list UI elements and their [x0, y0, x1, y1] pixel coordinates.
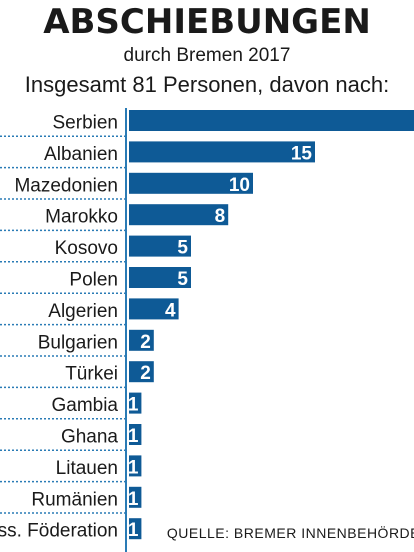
- value-label-albanien: 15: [291, 143, 313, 164]
- bar-litauen: [129, 455, 142, 477]
- value-label-gambia: 1: [128, 395, 139, 416]
- value-label-bulgarien: 2: [140, 332, 151, 353]
- bar-t-rkei: [129, 361, 154, 383]
- value-label-ghana: 1: [128, 426, 139, 447]
- bar-rum-nien: [129, 486, 142, 508]
- chart-intro: Insgesamt 81 Personen, davon nach:: [24, 72, 390, 97]
- bar-russ-f-deration: [129, 518, 142, 540]
- chart-subtitle: durch Bremen 2017: [123, 45, 291, 66]
- value-label-russ-f-deration: 1: [128, 520, 139, 541]
- category-label-t-rkei: Türkei: [65, 364, 118, 385]
- category-label-albanien: Albanien: [44, 144, 118, 165]
- category-label-polen: Polen: [69, 270, 118, 291]
- bar-polen: [129, 267, 191, 288]
- value-label-kosovo: 5: [177, 238, 188, 259]
- bar-ghana: [129, 424, 142, 445]
- value-label-marokko: 8: [215, 206, 226, 227]
- bar-bulgarien: [129, 329, 154, 351]
- category-label-serbien: Serbien: [53, 113, 119, 134]
- bar-serbien: [129, 110, 414, 131]
- bar-marokko: [129, 204, 229, 226]
- value-label-polen: 5: [177, 269, 188, 290]
- category-label-algerien: Algerien: [48, 301, 118, 322]
- value-label-algerien: 4: [165, 300, 176, 321]
- value-label-t-rkei: 2: [140, 363, 151, 384]
- category-label-gambia: Gambia: [51, 395, 118, 416]
- category-label-ghana: Ghana: [61, 427, 118, 448]
- value-label-rum-nien: 1: [128, 489, 139, 510]
- category-label-litauen: Litauen: [56, 458, 118, 479]
- source-note: QUELLE: BREMER INNENBEHÖRDE: [158, 525, 414, 541]
- category-label-rum-nien: Rumänien: [31, 489, 118, 510]
- bar-gambia: [129, 392, 142, 414]
- value-label-mazedonien: 10: [229, 175, 250, 196]
- chart-title: ABSCHIEBUNGEN: [43, 2, 371, 42]
- bar-kosovo: [129, 235, 191, 257]
- category-label-mazedonien: Mazedonien: [14, 175, 118, 196]
- category-label-bulgarien: Bulgarien: [38, 332, 118, 353]
- bar-algerien: [129, 298, 179, 320]
- bar-mazedonien: [129, 172, 253, 194]
- value-label-litauen: 1: [128, 457, 139, 478]
- category-label-russ-f-deration: Russ. Föderation: [0, 521, 118, 542]
- bar-albanien: [129, 141, 315, 163]
- category-label-kosovo: Kosovo: [55, 238, 118, 259]
- category-label-marokko: Marokko: [45, 207, 118, 228]
